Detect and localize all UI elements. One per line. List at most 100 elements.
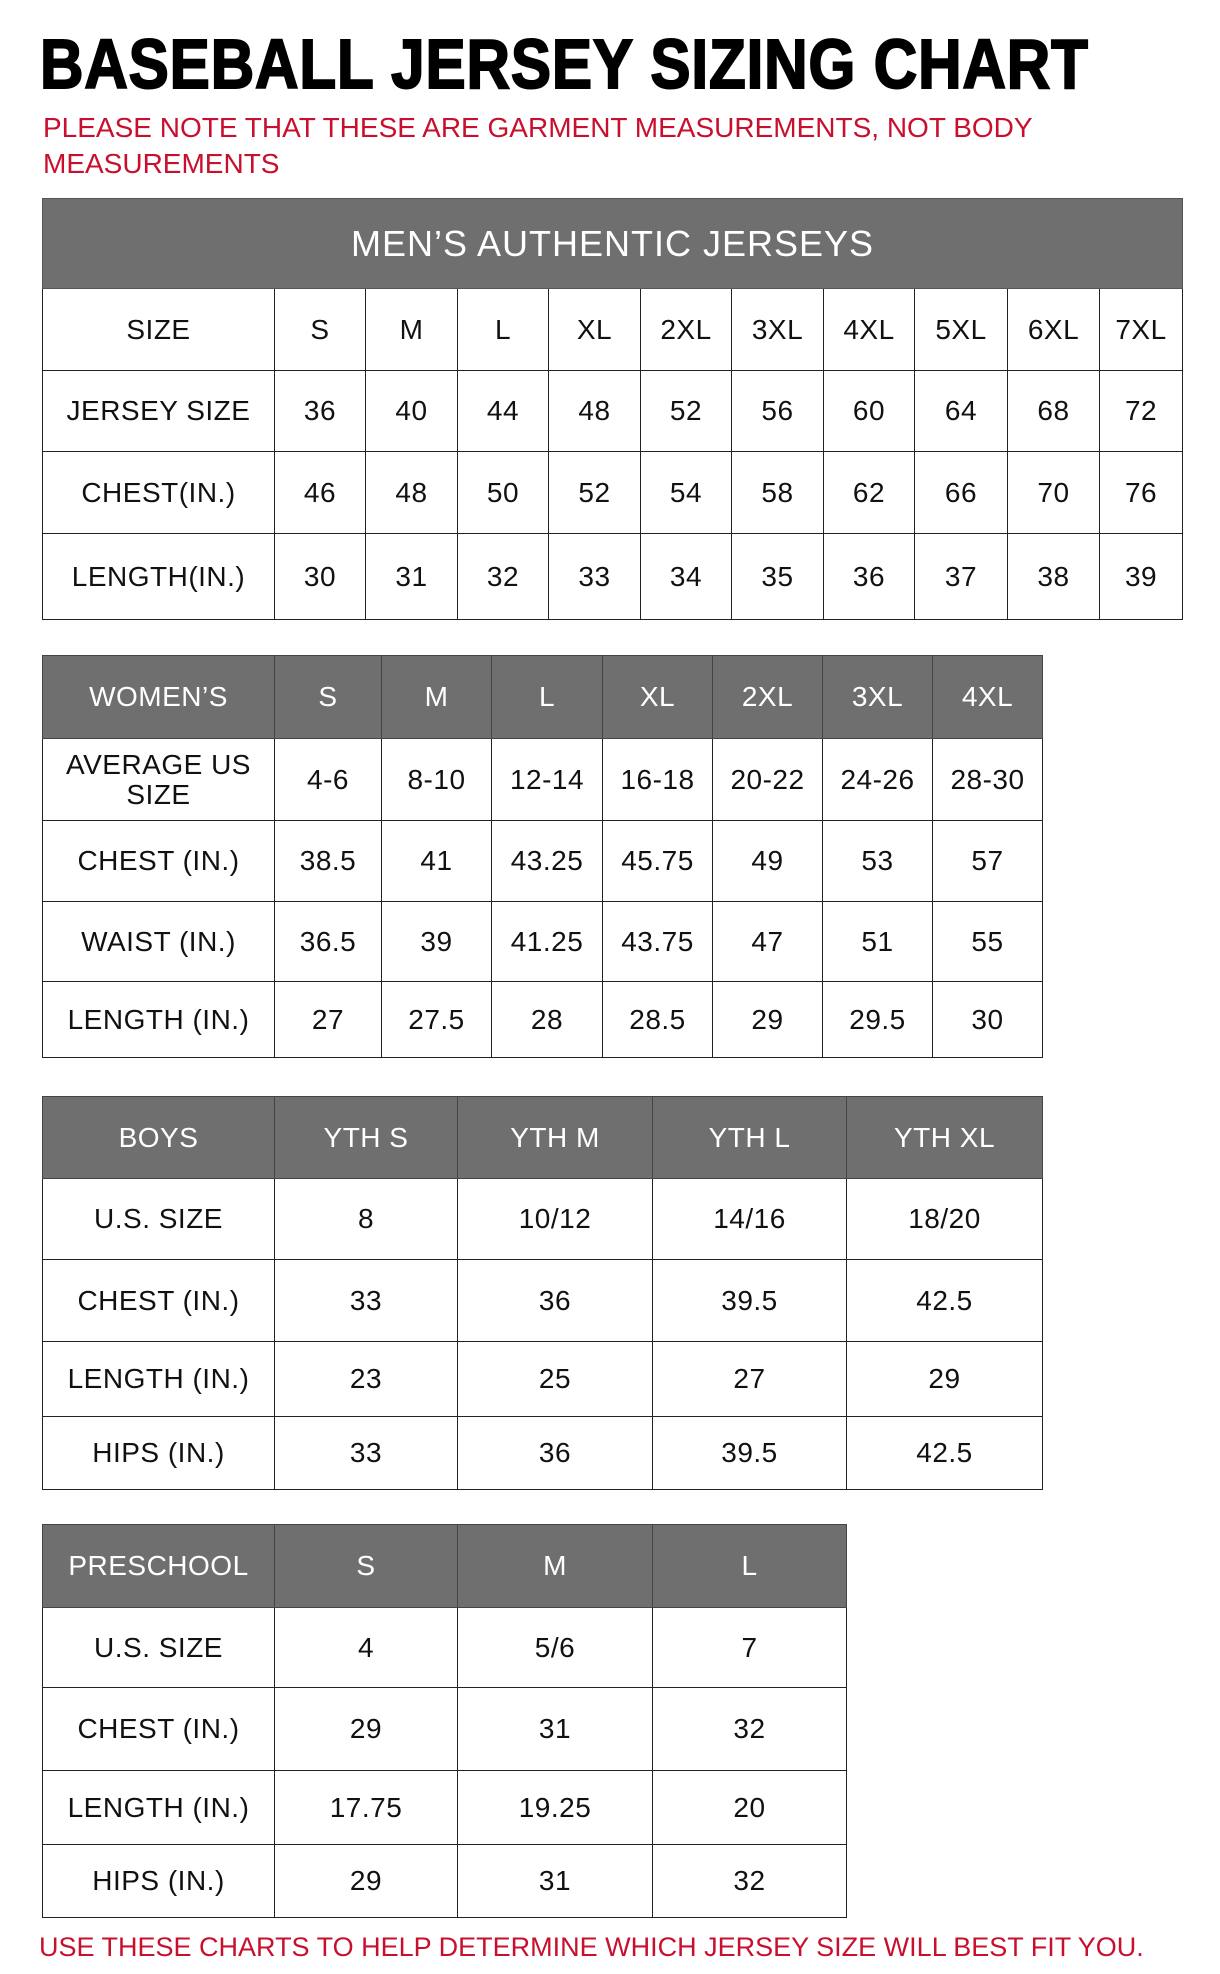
table-cell: 32 <box>652 1687 847 1771</box>
table-cell: 4XL <box>823 288 915 371</box>
row-label: U.S. SIZE <box>42 1607 275 1688</box>
table-cell: 28.5 <box>602 981 713 1058</box>
table-cell: 20-22 <box>712 738 823 821</box>
table-cell: M <box>365 288 458 371</box>
table-cell: 32 <box>457 533 549 620</box>
table-cell: 68 <box>1007 370 1100 452</box>
table-cell: 6XL <box>1007 288 1100 371</box>
table-cell: 42.5 <box>846 1416 1043 1490</box>
table-cell: 38.5 <box>274 820 382 902</box>
table-cell: 62 <box>823 451 915 534</box>
table-cell: 48 <box>548 370 641 452</box>
table-cell: 49 <box>712 820 823 902</box>
table-cell: 66 <box>914 451 1008 534</box>
table-cell: 64 <box>914 370 1008 452</box>
row-label: WAIST (IN.) <box>42 901 275 982</box>
row-label: HIPS (IN.) <box>42 1844 275 1918</box>
table-row: CHEST (IN.) 33 36 39.5 42.5 <box>42 1259 1043 1342</box>
table-cell: 36 <box>274 370 366 452</box>
table-header-row: PRESCHOOL S M L <box>42 1524 847 1608</box>
table-cell: S <box>274 288 366 371</box>
table-row: U.S. SIZE 4 5/6 7 <box>42 1607 847 1688</box>
table-cell: 41 <box>381 820 492 902</box>
table-cell: 31 <box>457 1844 653 1918</box>
table-cell: 29 <box>274 1687 458 1771</box>
table-cell: 7 <box>652 1607 847 1688</box>
table-cell: 3XL <box>822 655 933 739</box>
table-caption-row: MEN’S AUTHENTIC JERSEYS <box>41 198 1184 289</box>
table-cell: 41.25 <box>491 901 603 982</box>
page-title: BASEBALL JERSEY SIZING CHART <box>39 25 1089 103</box>
table-row: LENGTH (IN.) 23 25 27 29 <box>42 1341 1043 1417</box>
row-label: LENGTH(IN.) <box>42 533 275 620</box>
row-label: LENGTH (IN.) <box>42 1341 275 1417</box>
table-cell: 28-30 <box>932 738 1043 821</box>
table-row: HIPS (IN.) 29 31 32 <box>42 1844 847 1918</box>
row-label: PRESCHOOL <box>42 1524 275 1608</box>
row-label: CHEST(IN.) <box>42 451 275 534</box>
table-cell: 51 <box>822 901 933 982</box>
table-cell: 27 <box>274 981 382 1058</box>
table-cell: 29 <box>274 1844 458 1918</box>
table-row: LENGTH (IN.) 27 27.5 28 28.5 29 29.5 30 <box>42 981 1043 1058</box>
table-cell: 39.5 <box>652 1259 847 1342</box>
table-cell: YTH L <box>652 1096 847 1179</box>
table-cell: M <box>381 655 492 739</box>
table-cell: 4-6 <box>274 738 382 821</box>
table-row: AVERAGE US SIZE 4-6 8-10 12-14 16-18 20-22 24-… <box>42 738 1043 821</box>
garment-note: PLEASE NOTE THAT THESE ARE GARMENT MEASU… <box>43 112 1033 179</box>
table-cell: S <box>274 655 382 739</box>
row-label: CHEST (IN.) <box>42 1259 275 1342</box>
table-cell: YTH XL <box>846 1096 1043 1179</box>
preschool-size-table: PRESCHOOL S M L U.S. SIZE 4 5/6 7 CHEST (IN.) 29 3… <box>42 1524 847 1918</box>
table-cell: L <box>491 655 603 739</box>
table-cell: 27.5 <box>381 981 492 1058</box>
table-cell: YTH M <box>457 1096 653 1179</box>
table-cell: 23 <box>274 1341 458 1417</box>
table-cell: 28 <box>491 981 603 1058</box>
table-cell: 27 <box>652 1341 847 1417</box>
row-label: SIZE <box>42 288 275 371</box>
table-row: U.S. SIZE 8 10/12 14/16 18/20 <box>42 1178 1043 1260</box>
table-cell: 4 <box>274 1607 458 1688</box>
table-cell: 18/20 <box>846 1178 1043 1260</box>
table-cell: 16-18 <box>602 738 713 821</box>
table-cell: 52 <box>640 370 732 452</box>
table-cell: 29.5 <box>822 981 933 1058</box>
table-row: JERSEY SIZE 36 40 44 48 52 56 60 64 68 72 <box>42 370 1184 452</box>
table-cell: 57 <box>932 820 1043 902</box>
table-cell: 76 <box>1098 451 1184 534</box>
table-cell: 50 <box>457 451 549 534</box>
table-cell: 3XL <box>731 288 824 371</box>
row-label: JERSEY SIZE <box>42 370 275 452</box>
boys-size-table: BOYS YTH S YTH M YTH L YTH XL U.S. SIZE 8 10/12… <box>42 1096 1043 1490</box>
table-row: CHEST(IN.) 46 48 50 52 54 58 62 66 70 76 <box>42 451 1184 534</box>
table-cell: 43.75 <box>602 901 713 982</box>
table-cell: 60 <box>823 370 915 452</box>
table-cell: 39 <box>1098 533 1184 620</box>
table-cell: 24-26 <box>822 738 933 821</box>
table-cell: M <box>457 1524 653 1608</box>
table-cell: 48 <box>365 451 458 534</box>
table-row: WAIST (IN.) 36.5 39 41.25 43.75 47 51 55 <box>42 901 1043 982</box>
table-cell: XL <box>602 655 713 739</box>
table-cell: 34 <box>640 533 732 620</box>
table-header-row: SIZE S M L XL 2XL 3XL 4XL 5XL 6XL 7XL <box>42 288 1184 371</box>
table-row: CHEST (IN.) 29 31 32 <box>42 1687 847 1771</box>
table-cell: L <box>457 288 549 371</box>
table-row: LENGTH (IN.) 17.75 19.25 20 <box>42 1770 847 1845</box>
table-cell: S <box>274 1524 458 1608</box>
table-cell: 33 <box>274 1259 458 1342</box>
row-label: HIPS (IN.) <box>42 1416 275 1490</box>
row-label: CHEST (IN.) <box>42 1687 275 1771</box>
table-cell: 70 <box>1007 451 1100 534</box>
table-cell: 20 <box>652 1770 847 1845</box>
row-label: BOYS <box>42 1096 275 1179</box>
table-header-row: WOMEN’S S M L XL 2XL 3XL 4XL <box>42 655 1043 739</box>
table-caption: MEN’S AUTHENTIC JERSEYS <box>41 198 1184 289</box>
table-cell: 46 <box>274 451 366 534</box>
table-cell: 47 <box>712 901 823 982</box>
table-cell: 30 <box>932 981 1043 1058</box>
row-label: LENGTH (IN.) <box>42 1770 275 1845</box>
table-cell: 33 <box>274 1416 458 1490</box>
